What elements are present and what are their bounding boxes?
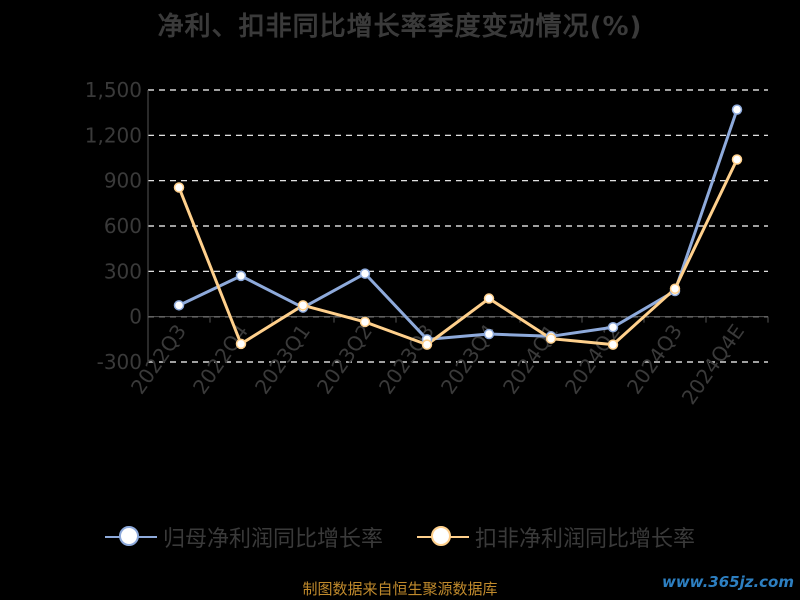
x-tick-label: 2023Q3 bbox=[374, 320, 439, 399]
chart-title: 净利、扣非同比增长率季度变动情况(%) bbox=[157, 12, 643, 42]
x-tick-label: 2024Q3 bbox=[622, 320, 687, 399]
watermark: www.365jz.com bbox=[661, 573, 794, 591]
y-tick-label: -300 bbox=[97, 350, 142, 374]
line-chart: 1,5001,2009006003000-3002022Q32022Q42023… bbox=[85, 78, 769, 409]
series-1-point bbox=[359, 268, 371, 279]
legend-item-series-2[interactable]: 扣非净利润同比增长率 bbox=[417, 521, 695, 553]
series-1-point bbox=[607, 321, 619, 333]
series-line-2 bbox=[177, 158, 739, 347]
series-1-point bbox=[173, 300, 185, 311]
series-line-1 bbox=[178, 109, 739, 341]
y-tick-label: 1,500 bbox=[85, 78, 142, 102]
x-tick-label: 2022Q4 bbox=[188, 320, 253, 399]
x-tick-label: 2024Q4E bbox=[677, 320, 749, 409]
legend-marker-series-1 bbox=[104, 525, 157, 549]
legend-label-series-1: 归母净利润同比增长率 bbox=[162, 527, 383, 552]
y-tick-label: 300 bbox=[104, 259, 142, 283]
source-note: 制图数据来自恒生聚源数据库 bbox=[302, 580, 498, 598]
series-2-point bbox=[669, 283, 681, 294]
series-1-point bbox=[731, 104, 743, 115]
series-1-point bbox=[235, 270, 247, 282]
y-tick-label: 600 bbox=[104, 214, 142, 238]
legend-marker-series-2 bbox=[417, 525, 469, 549]
legend: 归母净利润同比增长率 扣非净利润同比增长率 bbox=[0, 520, 800, 554]
legend-item-series-1[interactable]: 归母净利润同比增长率 bbox=[104, 521, 383, 553]
series-2-point bbox=[421, 339, 433, 350]
series-2-point bbox=[545, 333, 557, 344]
series-2-point bbox=[731, 154, 743, 165]
series-2-point bbox=[607, 339, 619, 350]
x-tick-label: 2023Q2 bbox=[312, 320, 377, 399]
series-1-point bbox=[483, 328, 495, 340]
series-2-point bbox=[235, 338, 247, 350]
y-tick-label: 900 bbox=[104, 169, 142, 193]
series-2-point bbox=[359, 316, 371, 328]
series-2-point bbox=[483, 293, 495, 304]
series-2-point bbox=[297, 300, 309, 311]
x-tick-label: 2024Q1 bbox=[498, 320, 563, 399]
series-2-point bbox=[173, 182, 185, 193]
y-tick-label: 0 bbox=[129, 305, 142, 329]
y-tick-label: 1,200 bbox=[85, 123, 142, 147]
legend-label-series-2: 扣非净利润同比增长率 bbox=[475, 527, 696, 552]
